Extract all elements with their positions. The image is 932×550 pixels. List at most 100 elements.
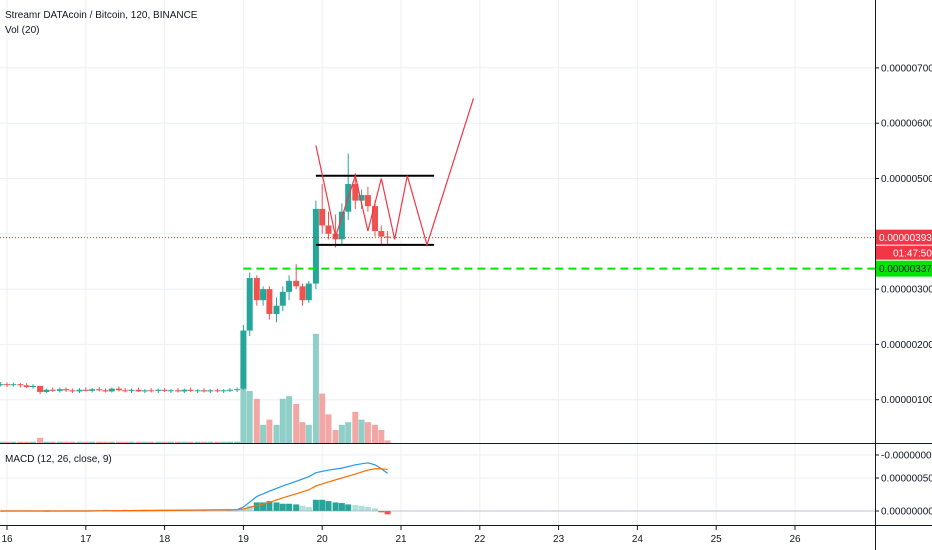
macd-histogram-bar xyxy=(293,504,300,511)
chart-drawings[interactable] xyxy=(0,98,875,270)
candle-body xyxy=(141,390,148,392)
candle-body xyxy=(161,389,168,391)
countdown-tag xyxy=(876,245,932,260)
macd-histogram-bar xyxy=(305,507,312,511)
volume-legend[interactable]: Vol (20) xyxy=(5,24,39,37)
price-tick-label: 0.00000100 xyxy=(881,395,932,406)
candle-body xyxy=(266,289,273,314)
price-tick-label: 0.00000600 xyxy=(881,119,932,130)
volume-bar xyxy=(37,437,44,443)
volume-bar xyxy=(220,441,227,443)
candle-body xyxy=(148,390,155,392)
time-tick-label: 21 xyxy=(395,534,407,545)
candle-body xyxy=(56,389,63,391)
candle-body xyxy=(89,389,96,391)
macd-histogram-bar xyxy=(384,511,391,515)
countdown-tag-label: 01:47:50 xyxy=(893,249,932,260)
volume-bar xyxy=(161,441,168,443)
candle-body xyxy=(253,278,260,301)
candle-body xyxy=(364,195,371,207)
macd-histogram-bar xyxy=(319,499,326,511)
candle-body xyxy=(135,389,142,392)
time-tick-label: 18 xyxy=(159,534,171,545)
macd-histogram-bar xyxy=(279,503,286,511)
volume-bar xyxy=(17,441,24,443)
projection-zigzag xyxy=(315,98,475,247)
volume-bar xyxy=(128,441,135,443)
candle-body xyxy=(227,389,234,391)
price-tick-label: 0.00000500 xyxy=(881,174,932,185)
candle-body xyxy=(155,389,162,391)
candle-body xyxy=(167,390,174,392)
volume-bar xyxy=(89,441,96,443)
macd-histogram-bar xyxy=(286,503,293,511)
symbol-legend[interactable]: Streamr DATAcoin / Bitcoin, 120, BINANCE xyxy=(5,9,197,22)
time-tick-label: 24 xyxy=(632,534,644,545)
last-price-tag-label: 0.00000393 xyxy=(879,233,932,244)
volume-bar xyxy=(76,441,83,443)
macd-histogram-bar xyxy=(332,502,339,511)
volume-bar xyxy=(167,441,174,443)
candle-body xyxy=(358,195,365,201)
volume-bar xyxy=(319,393,326,443)
volume-bar xyxy=(0,441,4,443)
macd-histogram-bar xyxy=(338,503,345,511)
candle-body xyxy=(338,211,345,240)
candle-body xyxy=(378,231,385,237)
macd-axis[interactable]: 0.00000000 0.00000050 xyxy=(875,474,932,518)
macd-legend[interactable]: MACD (12, 26, close, 9) xyxy=(5,453,112,466)
volume-bar xyxy=(194,441,201,443)
volume-bar xyxy=(63,441,70,443)
macd-histogram-bar xyxy=(299,505,306,511)
volume-bar xyxy=(227,441,234,443)
candle-body xyxy=(63,389,70,391)
volume-bar xyxy=(345,422,352,443)
candle-body xyxy=(240,330,247,389)
macd-histogram-bar xyxy=(378,511,385,513)
volume-bar xyxy=(338,424,345,443)
volume-bar xyxy=(325,414,332,443)
time-axis[interactable]: 16 17 18 19 20 21 22 23 24 25 26 xyxy=(1,526,801,545)
volume-bar xyxy=(108,441,115,443)
candle-body xyxy=(23,385,30,387)
volume-bar xyxy=(10,441,17,443)
volume-bar xyxy=(155,441,162,443)
volume-bar xyxy=(260,424,267,443)
volume-bar xyxy=(122,441,129,443)
candle-body xyxy=(96,389,103,391)
price-tick-label: 0.00000300 xyxy=(881,285,932,296)
candle-body xyxy=(17,384,24,386)
volume-bar xyxy=(141,441,148,443)
candle-body xyxy=(194,390,201,392)
candle-body xyxy=(122,390,129,392)
candle-body xyxy=(43,389,50,392)
macd-histogram-bar xyxy=(253,502,260,511)
macd-indicator-title: MACD (12, 26, close, 9) xyxy=(5,454,112,465)
volume-bar xyxy=(378,430,385,443)
candle-body xyxy=(49,389,56,391)
macd-histogram-bar xyxy=(325,501,332,511)
volume-bar xyxy=(299,422,306,443)
volume-bar xyxy=(293,404,300,443)
candle-body xyxy=(246,278,253,331)
candle-body xyxy=(273,305,280,314)
volume-bar xyxy=(96,441,103,443)
volume-bar xyxy=(305,424,312,443)
macd-histogram-bar xyxy=(240,509,247,511)
candle-body xyxy=(319,208,326,226)
volume-bar xyxy=(207,441,214,443)
candle-body xyxy=(4,384,10,386)
volume-bar xyxy=(279,398,286,443)
candle-body xyxy=(115,388,122,391)
candle-body xyxy=(293,280,300,287)
candle-body xyxy=(234,389,241,391)
macd-tick-label: 0.00000050 xyxy=(881,474,932,485)
macd-histogram-bar xyxy=(246,505,253,511)
candle-body xyxy=(82,389,89,391)
volume-bar xyxy=(43,441,50,443)
time-tick-label: 23 xyxy=(553,534,565,545)
macd-histogram-bar xyxy=(364,507,371,511)
symbol-title: Streamr DATAcoin / Bitcoin, 120, BINANCE xyxy=(5,10,198,21)
volume-bar xyxy=(214,441,221,443)
